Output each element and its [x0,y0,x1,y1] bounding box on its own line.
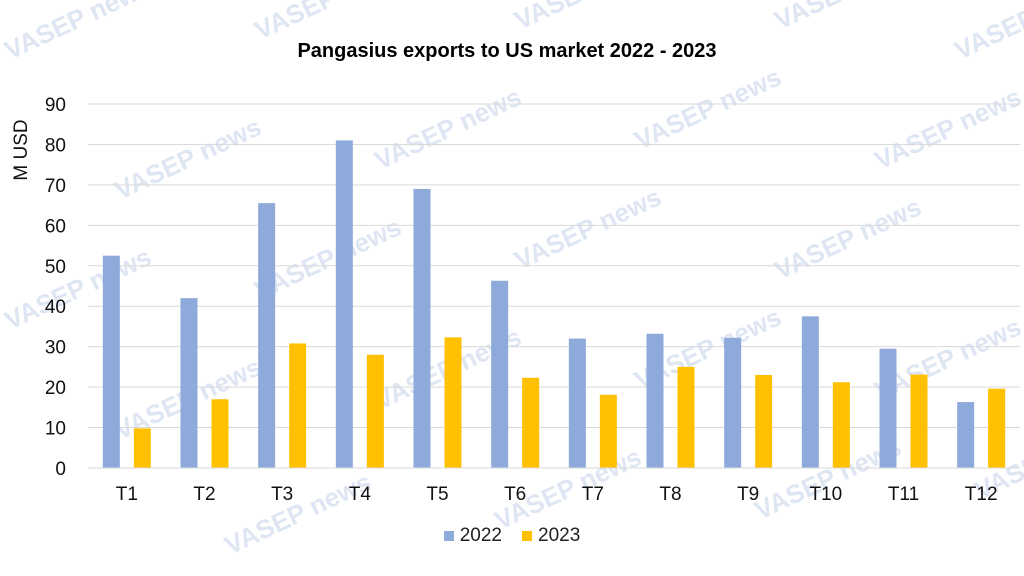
x-tick-label: T3 [271,484,293,505]
watermark-text: VASEP news [510,0,666,35]
watermark-text: VASEP news [510,181,666,275]
bar-2022-T9 [724,337,742,468]
watermark-text: VASEP news [110,111,266,205]
watermark-text: VASEP news [770,191,926,285]
legend-label-2022: 2022 [459,525,502,546]
y-tick-label: 10 [45,419,66,440]
watermark-text: VASEP news [770,0,926,35]
bar-2023-T2 [211,399,229,468]
bar-2023-T12 [988,388,1006,468]
watermark-text: VASEP news [870,81,1024,175]
bar-2022-T12 [957,402,975,468]
bar-2022-T11 [879,348,897,468]
watermark-text: VASEP news [250,0,406,45]
y-tick-label: 40 [45,297,66,318]
bar-2023-T7 [599,394,617,468]
bar-2022-T6 [491,280,509,468]
x-tick-label: T6 [504,484,526,505]
y-tick-label: 30 [45,338,66,359]
watermark-text: VASEP news [370,81,526,175]
watermark-text: VASEP news [0,241,156,335]
legend: 2022 2023 [0,525,1024,547]
bars [102,140,1006,469]
x-tick-label: T7 [582,484,604,505]
legend-swatch-2022 [443,531,454,541]
bar-2023-T8 [677,366,695,468]
watermark-text: VASEP news [950,0,1024,65]
x-tick-label: T1 [116,484,138,505]
y-tick-label: 60 [45,216,66,237]
bar-2022-T4 [335,140,353,468]
bar-2023-T5 [444,337,462,468]
bar-2023-T11 [910,374,928,468]
x-tick-label: T5 [426,484,448,505]
bar-2022-T8 [646,333,664,468]
x-tick-label: T10 [809,484,842,505]
x-tick-label: T9 [737,484,759,505]
x-tick-label: T2 [193,484,215,505]
bar-2023-T4 [366,354,384,468]
x-tick-label: T8 [659,484,681,505]
x-tick-label: T4 [349,484,372,505]
bar-2022-T10 [801,316,819,468]
bar-2023-T10 [832,382,850,468]
watermark-text: VASEP news [630,61,786,155]
bar-2022-T5 [413,188,431,468]
x-tick-label: T11 [888,484,919,505]
y-tick-label: 20 [45,378,66,399]
bar-2022-T3 [258,203,276,469]
bar-2023-T1 [133,428,151,468]
chart-title: Pangasius exports to US market 2022 - 20… [297,40,717,62]
y-tick-label: 0 [55,459,66,480]
x-axis-ticks: T1 T2 T3 T4 T5 T6 T7 T8 T9 T10 T11 T12 [116,484,998,505]
bar-2022-T2 [180,298,198,468]
legend-label-2023: 2023 [538,525,581,546]
bar-2023-T6 [522,377,540,468]
y-tick-label: 70 [45,176,66,197]
watermark-text: VASEP news [0,0,156,65]
y-axis-ticks: 0 10 20 30 40 50 60 70 80 90 [45,95,66,480]
legend-swatch-2023 [522,531,532,541]
y-tick-label: 50 [45,257,66,278]
bar-2022-T7 [568,338,586,468]
bar-2023-T3 [289,343,307,468]
y-tick-label: 80 [45,135,66,156]
bar-2023-T9 [755,374,773,468]
x-tick-label: T12 [965,484,998,505]
y-tick-label: 90 [45,95,66,116]
legend-item-2023: 2023 [522,525,580,547]
legend-item-2022: 2022 [443,525,502,547]
bar-2022-T1 [102,255,120,468]
